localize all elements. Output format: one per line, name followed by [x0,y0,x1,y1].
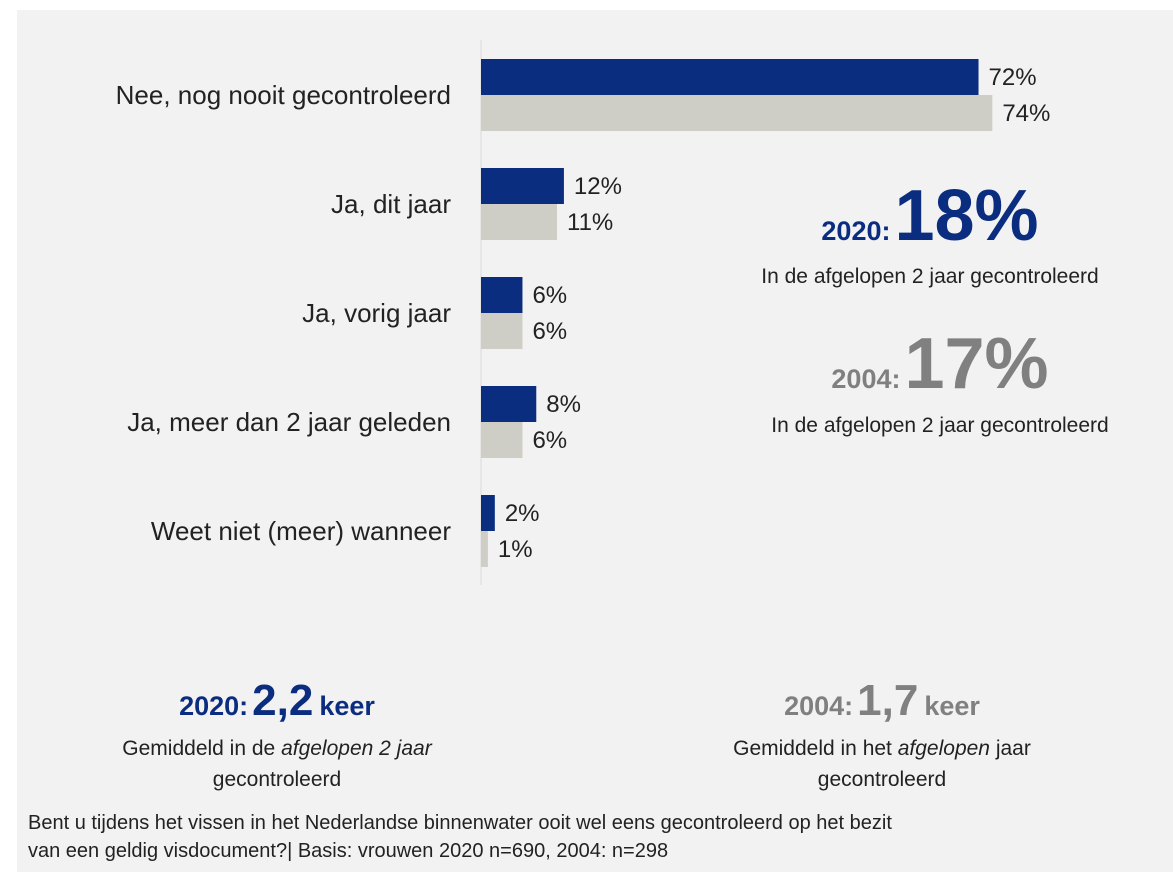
bar [481,59,979,95]
annotation: 2020:18% [821,176,1038,256]
annotation: 2004:1,7 keer [784,676,980,725]
value-label: 8% [546,391,581,418]
panel [17,10,1173,872]
value-label: 6% [532,318,567,345]
annotation-unit: keer [319,691,375,721]
value-label: 12% [574,173,622,200]
value-label: 72% [989,64,1037,91]
value-label: 6% [532,427,567,454]
annotation-text: afgelopen 2 jaar [281,737,433,760]
value-label: 2% [505,500,540,527]
annotation-text: jaar [990,737,1031,760]
category-label: Ja, meer dan 2 jaar geleden [127,407,451,437]
value-label: 74% [1002,100,1050,127]
annotation-value: 18% [894,176,1038,256]
bar [481,422,523,458]
annotation-text: gecontroleerd [213,768,341,791]
footer: van een geldig visdocument?| Basis: vrou… [28,840,668,862]
annotation-year: 2004: [784,691,853,721]
bar [481,386,537,422]
annotation-text: Gemiddeld in de afgelopen 2 jaar [122,737,432,760]
annotation: 2020:2,2 keer [179,676,375,725]
annotation-year: 2020: [821,216,890,246]
category-label: Nee, nog nooit gecontroleerd [116,80,451,110]
annotation-text: In de afgelopen 2 jaar gecontroleerd [771,414,1108,437]
footer: Bent u tijdens het vissen in het Nederla… [28,812,892,834]
category-label: Ja, vorig jaar [302,298,451,328]
bar [481,168,564,204]
annotation-value: 1,7 [857,676,918,725]
annotation-value: 17% [904,324,1048,404]
annotation-unit: keer [924,691,980,721]
bar [481,495,495,531]
annotation-text: Gemiddeld in het [733,737,898,760]
bar [481,531,488,567]
annotation-text: Gemiddeld in de [122,737,281,760]
annotation-text: afgelopen [898,737,990,760]
annotation-value: 2,2 [252,676,313,725]
value-label: 6% [532,282,567,309]
bar [481,313,523,349]
annotation-year: 2004: [831,364,900,394]
annotation: 2004:17% [831,324,1048,404]
bar [481,277,523,313]
annotation-text: In de afgelopen 2 jaar gecontroleerd [761,265,1098,288]
value-label: 11% [567,209,613,236]
bar [481,204,558,240]
annotation-year: 2020: [179,691,248,721]
value-label: 1% [498,536,533,563]
annotation-text: Gemiddeld in het afgelopen jaar [733,737,1031,760]
category-label: Ja, dit jaar [331,189,451,219]
bar [481,95,993,131]
annotation-text: gecontroleerd [818,768,946,791]
category-label: Weet niet (meer) wanneer [151,516,451,546]
